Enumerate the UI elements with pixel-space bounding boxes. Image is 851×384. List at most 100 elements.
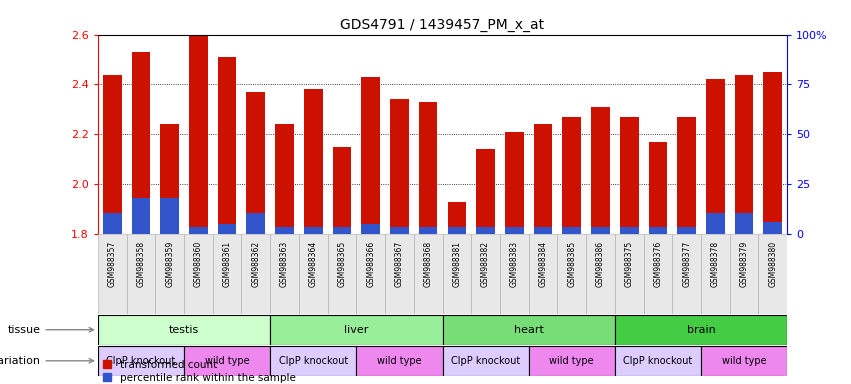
FancyBboxPatch shape xyxy=(271,346,357,376)
FancyBboxPatch shape xyxy=(443,346,528,376)
Bar xyxy=(275,227,294,234)
Bar xyxy=(160,124,179,234)
Text: GSM988368: GSM988368 xyxy=(424,241,432,287)
Text: GSM988385: GSM988385 xyxy=(568,241,576,287)
Text: GSM988364: GSM988364 xyxy=(309,241,317,287)
Bar xyxy=(448,227,466,234)
FancyBboxPatch shape xyxy=(443,234,471,314)
Bar xyxy=(505,227,523,234)
Text: wild type: wild type xyxy=(205,356,249,366)
Bar xyxy=(189,227,208,234)
Bar xyxy=(706,213,725,234)
Bar xyxy=(677,117,696,234)
Text: ClpP knockout: ClpP knockout xyxy=(106,356,175,366)
Bar xyxy=(362,77,380,234)
FancyBboxPatch shape xyxy=(443,315,614,344)
Bar xyxy=(419,227,437,234)
Bar xyxy=(648,227,667,234)
FancyBboxPatch shape xyxy=(299,234,328,314)
Bar xyxy=(763,222,782,234)
Bar xyxy=(706,79,725,234)
Text: GSM988378: GSM988378 xyxy=(711,241,720,287)
Text: GSM988380: GSM988380 xyxy=(768,241,777,287)
FancyBboxPatch shape xyxy=(643,234,672,314)
Text: GSM988377: GSM988377 xyxy=(683,241,691,287)
Bar xyxy=(620,227,638,234)
Bar xyxy=(103,213,122,234)
Bar xyxy=(591,107,610,234)
FancyBboxPatch shape xyxy=(385,234,414,314)
Text: GSM988381: GSM988381 xyxy=(453,241,461,287)
Text: brain: brain xyxy=(687,325,716,335)
Text: wild type: wild type xyxy=(550,356,594,366)
Text: GSM988376: GSM988376 xyxy=(654,241,662,287)
Bar xyxy=(247,213,266,234)
Bar xyxy=(275,124,294,234)
Bar xyxy=(160,198,179,234)
FancyBboxPatch shape xyxy=(357,234,385,314)
Bar xyxy=(218,57,237,234)
Text: heart: heart xyxy=(514,325,544,335)
Bar xyxy=(333,147,351,234)
FancyBboxPatch shape xyxy=(271,315,443,344)
Text: GSM988363: GSM988363 xyxy=(280,241,289,287)
Text: GSM988375: GSM988375 xyxy=(625,241,634,287)
Text: GSM988359: GSM988359 xyxy=(165,241,174,287)
FancyBboxPatch shape xyxy=(184,346,271,376)
Text: GSM988384: GSM988384 xyxy=(539,241,547,287)
FancyBboxPatch shape xyxy=(414,234,443,314)
Bar xyxy=(189,35,208,234)
FancyBboxPatch shape xyxy=(528,346,614,376)
FancyBboxPatch shape xyxy=(758,234,787,314)
FancyBboxPatch shape xyxy=(357,346,443,376)
Text: ClpP knockout: ClpP knockout xyxy=(278,356,348,366)
Bar xyxy=(132,52,151,234)
Legend: transformed count, percentile rank within the sample: transformed count, percentile rank withi… xyxy=(103,359,295,382)
Bar xyxy=(419,102,437,234)
Bar xyxy=(304,227,323,234)
FancyBboxPatch shape xyxy=(213,234,242,314)
FancyBboxPatch shape xyxy=(701,346,787,376)
Bar xyxy=(505,132,523,234)
Bar xyxy=(390,99,408,234)
Text: wild type: wild type xyxy=(722,356,767,366)
Bar xyxy=(534,124,552,234)
Text: GSM988361: GSM988361 xyxy=(223,241,231,287)
FancyBboxPatch shape xyxy=(614,346,701,376)
FancyBboxPatch shape xyxy=(98,315,271,344)
Bar xyxy=(763,72,782,234)
FancyBboxPatch shape xyxy=(730,234,758,314)
Text: GSM988360: GSM988360 xyxy=(194,241,203,287)
FancyBboxPatch shape xyxy=(586,234,614,314)
Bar xyxy=(304,89,323,234)
FancyBboxPatch shape xyxy=(500,234,528,314)
Bar xyxy=(563,117,581,234)
FancyBboxPatch shape xyxy=(155,234,184,314)
Text: GSM988362: GSM988362 xyxy=(251,241,260,287)
FancyBboxPatch shape xyxy=(701,234,730,314)
FancyBboxPatch shape xyxy=(328,234,357,314)
FancyBboxPatch shape xyxy=(184,234,213,314)
Text: testis: testis xyxy=(168,325,199,335)
FancyBboxPatch shape xyxy=(271,234,299,314)
FancyBboxPatch shape xyxy=(614,234,643,314)
Bar xyxy=(734,213,753,234)
Bar xyxy=(218,224,237,234)
Bar xyxy=(534,227,552,234)
Bar xyxy=(677,227,696,234)
Text: wild type: wild type xyxy=(377,356,422,366)
FancyBboxPatch shape xyxy=(98,234,127,314)
Bar xyxy=(591,227,610,234)
FancyBboxPatch shape xyxy=(127,234,155,314)
Text: GSM988358: GSM988358 xyxy=(136,241,146,287)
Text: GSM988367: GSM988367 xyxy=(395,241,404,287)
Bar xyxy=(477,227,495,234)
Bar xyxy=(563,227,581,234)
Bar xyxy=(448,202,466,234)
Bar xyxy=(132,198,151,234)
Text: GSM988386: GSM988386 xyxy=(596,241,605,287)
Text: genotype/variation: genotype/variation xyxy=(0,356,94,366)
Text: GSM988383: GSM988383 xyxy=(510,241,519,287)
Text: ClpP knockout: ClpP knockout xyxy=(451,356,520,366)
FancyBboxPatch shape xyxy=(471,234,500,314)
